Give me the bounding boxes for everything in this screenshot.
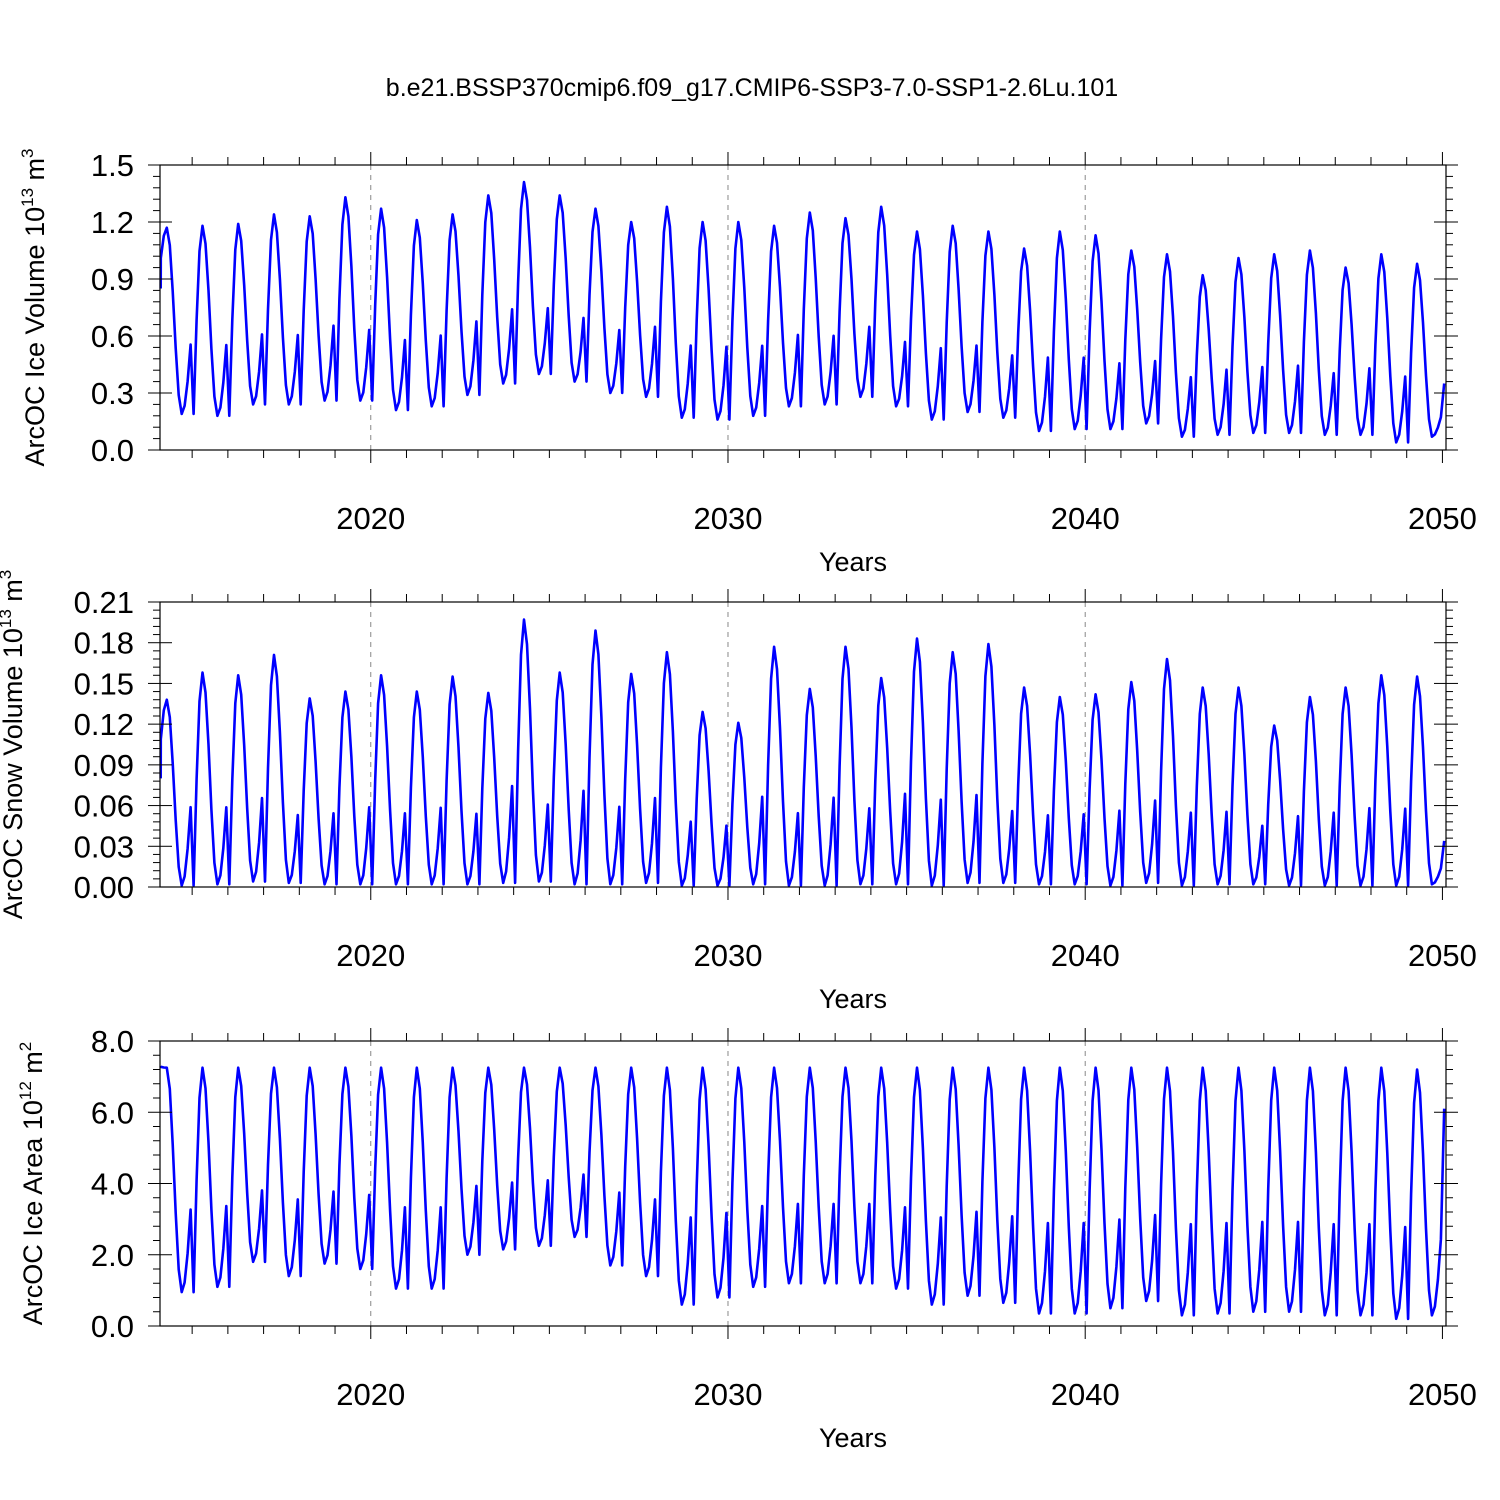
- y-tick-label: 0.0: [91, 1309, 134, 1344]
- x-axis-label: Years: [819, 547, 887, 577]
- x-tick-label: 2040: [1051, 938, 1120, 973]
- x-tick-label: 2050: [1408, 501, 1477, 536]
- y-tick-label: 0.15: [74, 666, 134, 701]
- figure-title: b.e21.BSSP370cmip6.f09_g17.CMIP6-SSP3-7.…: [386, 74, 1118, 102]
- y-tick-label: 4.0: [91, 1167, 134, 1202]
- y-tick-label: 0.09: [74, 748, 134, 783]
- x-tick-label: 2030: [693, 938, 762, 973]
- y-axis-label-exponent: 13: [18, 188, 37, 207]
- y-axis-label-unit: m: [0, 579, 28, 609]
- y-tick-label: 0.18: [74, 626, 134, 661]
- plot-frame: [159, 164, 1447, 451]
- y-tick-label: 1.5: [91, 148, 134, 183]
- x-tick-label: 2030: [693, 1377, 762, 1412]
- x-tick-label: 2020: [336, 938, 405, 973]
- y-tick-label: 8.0: [91, 1024, 134, 1059]
- y-tick-label: 0.6: [91, 319, 134, 354]
- x-axis-label: Years: [819, 1423, 887, 1453]
- series-line: [159, 618, 1446, 887]
- panel-3: 2020 2030 2040 2050 Years 0.0 2.0 4.0 6.0 8.0 ArcO…: [16, 1024, 1477, 1453]
- panel-2: 2020 2030 2040 2050 Years 0.00 0.03 0.06 0.09 0.1…: [0, 570, 1477, 1014]
- y-axis-label-unit-exponent: 2: [16, 1042, 35, 1051]
- y-tick-label: 0.21: [74, 585, 134, 620]
- y-tick-label: 0.00: [74, 870, 134, 905]
- y-axis-label-unit: m: [18, 1051, 48, 1081]
- series-line: [159, 180, 1446, 444]
- x-tick-label: 2050: [1408, 1377, 1477, 1412]
- series-line: [159, 1065, 1446, 1321]
- y-tick-label: 2.0: [91, 1238, 134, 1273]
- y-axis-label-unit-exponent: 3: [18, 148, 37, 157]
- y-axis-label-main: ArcOC Ice Area 10: [18, 1100, 48, 1325]
- x-axis-label: Years: [819, 984, 887, 1014]
- x-tick-label: 2050: [1408, 938, 1477, 973]
- panel-1: 2020 2030 2040 2050 Years 0.0 0.3 0.6 0.9 1.2 1.5 A…: [18, 148, 1477, 577]
- y-tick-label: 1.2: [91, 205, 134, 240]
- x-tick-label: 2020: [336, 1377, 405, 1412]
- y-axis-label-exponent: 12: [16, 1081, 35, 1100]
- y-axis-label: ArcOC Ice Volume 1013 m3: [18, 148, 50, 466]
- x-tick-label: 2040: [1051, 501, 1120, 536]
- y-axis-label-exponent: 13: [0, 609, 15, 628]
- y-axis-label: ArcOC Ice Area 1012 m2: [16, 1042, 48, 1326]
- y-axis-label-unit-exponent: 3: [0, 570, 15, 579]
- x-tick-label: 2030: [693, 501, 762, 536]
- y-tick-label: 0.06: [74, 789, 134, 824]
- y-tick-label: 0.9: [91, 262, 134, 297]
- x-tick-label: 2040: [1051, 1377, 1120, 1412]
- plot-frame: [159, 601, 1447, 888]
- y-tick-label: 0.12: [74, 707, 134, 742]
- y-axis-label: ArcOC Snow Volume 1013 m3: [0, 570, 28, 920]
- x-tick-label: 2020: [336, 501, 405, 536]
- y-tick-label: 0.3: [91, 376, 134, 411]
- y-axis-label-main: ArcOC Snow Volume 10: [0, 628, 28, 919]
- y-axis-label-unit: m: [20, 158, 50, 188]
- y-tick-label: 0.03: [74, 829, 134, 864]
- y-tick-label: 0.0: [91, 433, 134, 468]
- y-tick-label: 6.0: [91, 1095, 134, 1130]
- y-axis-label-main: ArcOC Ice Volume 10: [20, 207, 50, 467]
